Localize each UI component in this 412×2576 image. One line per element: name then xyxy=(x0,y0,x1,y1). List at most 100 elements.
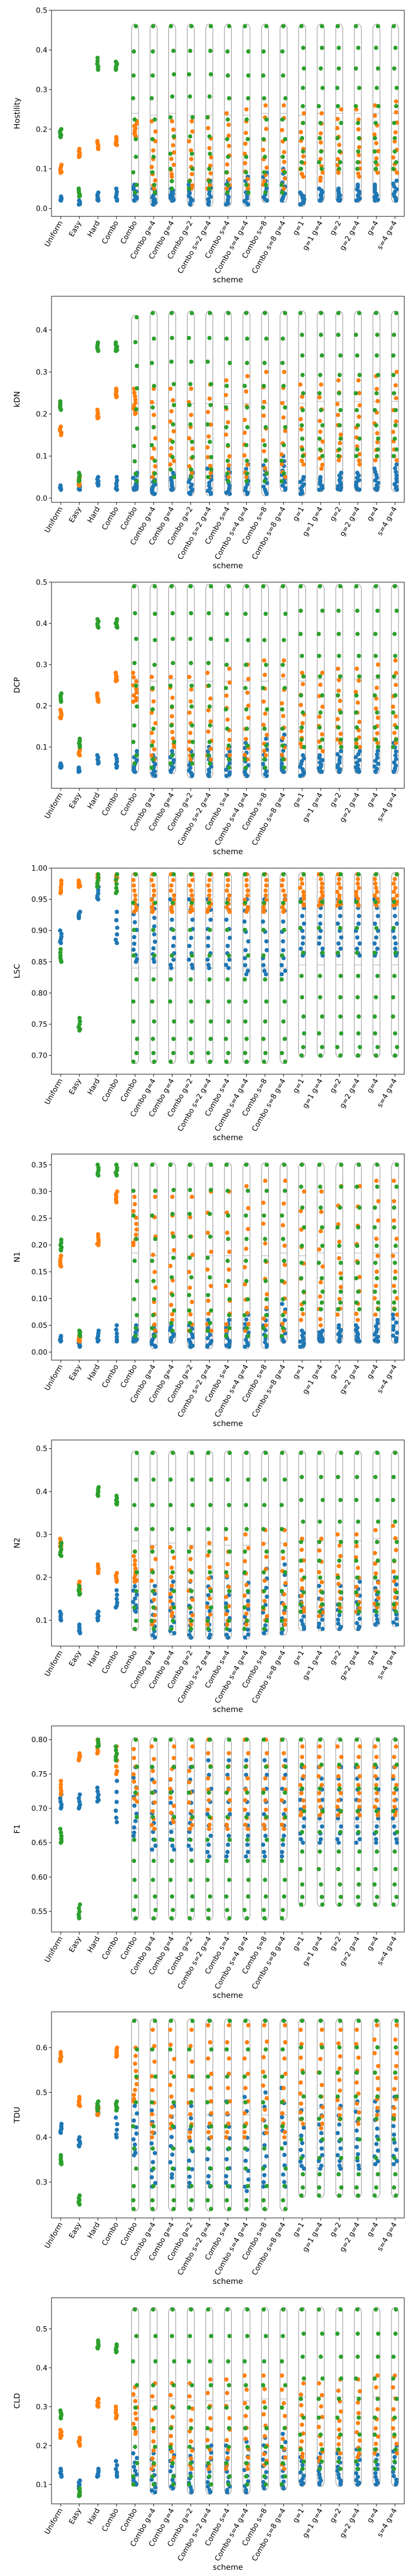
data-point xyxy=(262,749,267,753)
y-axis-label: LSC xyxy=(12,964,22,978)
data-point xyxy=(392,2106,397,2110)
data-point xyxy=(227,765,232,770)
data-point xyxy=(151,1297,157,1302)
data-point xyxy=(337,447,342,452)
data-point xyxy=(168,24,174,28)
data-point xyxy=(317,1558,322,1563)
data-point xyxy=(242,430,247,435)
data-point xyxy=(261,2070,266,2074)
data-point xyxy=(131,1775,136,1780)
data-point xyxy=(244,707,249,712)
data-point xyxy=(391,1774,396,1778)
data-point xyxy=(320,462,325,467)
data-point xyxy=(335,1837,340,1842)
data-point xyxy=(226,182,230,188)
data-point xyxy=(373,160,378,165)
data-point xyxy=(131,73,136,78)
data-point xyxy=(337,2088,342,2093)
data-point xyxy=(262,2207,267,2211)
data-point xyxy=(190,1597,195,1602)
data-point xyxy=(280,2047,285,2052)
data-point xyxy=(357,311,362,315)
data-point xyxy=(264,1815,269,1820)
data-point xyxy=(320,2153,324,2158)
data-point xyxy=(374,1894,380,1900)
data-point xyxy=(299,1498,304,1502)
data-point xyxy=(114,186,118,191)
data-point xyxy=(209,24,213,28)
data-point xyxy=(227,1877,232,1883)
data-point xyxy=(149,2488,154,2493)
data-point xyxy=(152,2151,157,2156)
data-point xyxy=(77,1799,82,1804)
data-point xyxy=(244,1059,249,1064)
data-point xyxy=(374,1243,379,1248)
data-point xyxy=(394,2094,399,2099)
data-point xyxy=(150,311,155,315)
data-point xyxy=(151,383,157,388)
data-point xyxy=(375,1450,380,1455)
data-point xyxy=(189,888,194,893)
data-point xyxy=(300,1205,305,1210)
x-axis-label: scheme xyxy=(213,561,243,570)
data-point xyxy=(301,86,305,90)
data-point xyxy=(133,2150,138,2156)
data-point xyxy=(132,2104,137,2108)
data-point xyxy=(246,2177,251,2182)
y-tick-label: 0.1 xyxy=(36,452,47,461)
data-point xyxy=(208,917,213,922)
data-point xyxy=(134,182,139,188)
y-tick-label: 0.4 xyxy=(36,2364,47,2372)
data-point xyxy=(336,1867,341,1872)
data-point xyxy=(301,1289,306,1294)
data-point xyxy=(355,1475,359,1480)
data-point xyxy=(337,2193,342,2198)
data-point xyxy=(132,1779,136,1784)
data-point xyxy=(263,977,267,982)
x-tick-label: Uniform xyxy=(43,791,65,820)
data-point xyxy=(188,422,193,427)
data-point xyxy=(394,1320,399,1325)
data-point xyxy=(244,1583,249,1587)
data-point xyxy=(209,1338,214,1344)
data-point xyxy=(302,1575,306,1580)
data-point xyxy=(391,1327,396,1332)
data-point xyxy=(205,1776,211,1781)
data-point xyxy=(299,725,304,730)
data-point xyxy=(263,711,268,716)
data-point xyxy=(299,1162,304,1167)
data-point xyxy=(170,94,175,99)
data-point xyxy=(187,1256,192,1260)
data-point xyxy=(261,73,266,78)
data-point xyxy=(149,753,154,758)
data-point xyxy=(280,752,284,757)
data-point xyxy=(242,1313,247,1317)
data-point xyxy=(357,719,362,724)
data-point xyxy=(391,332,397,337)
data-point xyxy=(227,761,232,766)
x-tick-label: Combo xyxy=(119,2507,139,2533)
data-point xyxy=(337,677,341,683)
data-point xyxy=(319,1276,324,1281)
x-tick-label: Combo s=8 g=4 xyxy=(250,2221,287,2277)
data-point xyxy=(375,913,380,919)
data-point xyxy=(335,86,340,90)
data-point xyxy=(319,1776,324,1781)
data-point xyxy=(168,977,173,982)
y-axis-label: F1 xyxy=(12,1824,22,1834)
data-point xyxy=(115,925,119,930)
data-point xyxy=(152,1269,157,1274)
data-point xyxy=(375,66,381,71)
data-point xyxy=(58,399,63,404)
data-point xyxy=(300,447,305,452)
data-point xyxy=(354,900,358,904)
data-point xyxy=(281,2086,286,2091)
data-point xyxy=(337,653,341,658)
data-point xyxy=(390,1253,396,1258)
data-point xyxy=(134,386,140,391)
data-point xyxy=(149,2477,154,2482)
data-point xyxy=(373,121,378,125)
data-point xyxy=(372,893,377,898)
data-point xyxy=(264,769,269,774)
